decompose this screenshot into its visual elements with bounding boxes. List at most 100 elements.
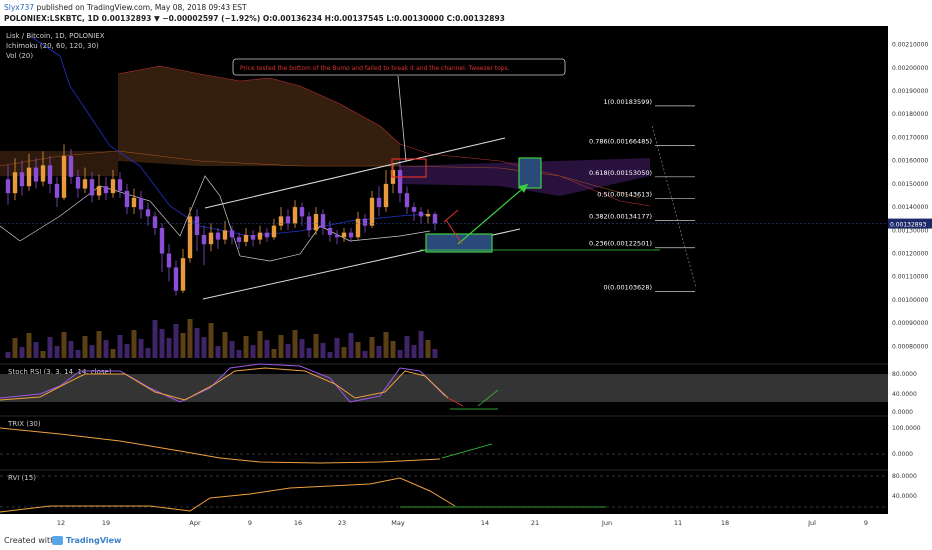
- price-tick-label: 0.00160000: [892, 158, 928, 165]
- candle-body: [110, 179, 116, 194]
- candle-body: [187, 216, 193, 259]
- volume-bar: [26, 333, 32, 358]
- volume-bar: [180, 333, 186, 358]
- tradingview-brand[interactable]: TradingView: [66, 536, 122, 545]
- drop-arrow-line: [445, 219, 463, 245]
- time-tick-label: 16: [294, 519, 302, 527]
- price-tick-label: 0.00080000: [892, 343, 928, 350]
- volume-bar: [369, 337, 375, 358]
- volume-bar: [418, 331, 424, 358]
- volume-bar: [159, 329, 165, 358]
- volume-bar: [306, 348, 312, 358]
- publish-line: Slyx737 published on TradingView.com, Ma…: [4, 3, 247, 12]
- created-with-label: Created with: [4, 536, 56, 545]
- target-zone-box: [518, 157, 542, 189]
- pane-tick-label: 80.0000: [892, 371, 917, 378]
- time-tick-label: Jul: [807, 519, 816, 527]
- volume-bar: [117, 335, 123, 358]
- rvi-line: [0, 477, 456, 513]
- candle-body: [215, 232, 221, 240]
- volume-bar: [285, 344, 291, 358]
- volume-bar: [166, 338, 172, 358]
- time-tick-label: 23: [338, 519, 346, 527]
- candle-body: [75, 176, 81, 189]
- candle-body: [250, 234, 256, 240]
- volume-bar: [397, 350, 403, 358]
- candle-body: [285, 216, 291, 224]
- volume-bars: [5, 319, 438, 358]
- price-tick-label: 0.00210000: [892, 42, 928, 49]
- cloud-upper-band: [118, 66, 400, 166]
- volume-bar: [68, 341, 74, 358]
- volume-bar: [145, 348, 151, 358]
- volume-bar: [222, 332, 228, 358]
- time-tick-label: 9: [864, 519, 868, 527]
- volume-bar: [362, 351, 368, 358]
- volume-bar: [152, 320, 158, 358]
- candle-body: [264, 232, 270, 238]
- candle-body: [173, 267, 179, 291]
- time-tick-label: 9: [248, 519, 252, 527]
- volume-bar: [425, 340, 431, 358]
- fib-level-label: 0.786(0.00166485): [589, 138, 652, 146]
- callout-pointer: [397, 75, 407, 162]
- price-tick-label: 0.00110000: [892, 274, 928, 281]
- candle-body: [222, 230, 228, 240]
- volume-bar: [194, 328, 200, 358]
- volume-bar: [201, 337, 207, 358]
- trix-up-arrow: [441, 443, 493, 459]
- legend-main: Lisk / Bitcoin, 1D, POLONIEX: [6, 32, 105, 40]
- footer: Created with TradingView: [0, 532, 932, 550]
- volume-bar: [33, 342, 39, 358]
- candle-body: [40, 165, 46, 182]
- candle-body: [117, 179, 123, 191]
- candle-body: [362, 218, 368, 226]
- volume-bar: [131, 330, 137, 358]
- volume-bar: [89, 345, 95, 358]
- volume-bar: [19, 347, 25, 358]
- price-tick-label: 0.00150000: [892, 181, 928, 188]
- time-tick-label: 19: [102, 519, 110, 527]
- candle-body: [236, 237, 242, 242]
- symbol-quote: POLONIEX:LSKBTC, 1D 0.00132893 ▼ −0.0000…: [4, 14, 505, 23]
- candle-body: [68, 156, 74, 177]
- candle-body: [33, 167, 39, 182]
- candle-body: [201, 234, 207, 245]
- price-tick-label: 0.00140000: [892, 204, 928, 211]
- candle-body: [341, 232, 347, 238]
- volume-bar: [12, 338, 18, 358]
- candle-body: [180, 258, 186, 291]
- volume-bar: [278, 335, 284, 358]
- time-tick-label: May: [391, 519, 405, 527]
- volume-bar: [404, 336, 410, 358]
- price-tick-label: 0.00120000: [892, 251, 928, 258]
- candle-body: [271, 225, 277, 238]
- fibonacci-retracement: 1(0.00183599) 0.786(0.00166485) 0.618(0.00…: [589, 98, 697, 292]
- volume-bar: [313, 334, 319, 358]
- candle-body: [103, 186, 109, 194]
- candle-body: [418, 211, 424, 217]
- volume-bar: [432, 349, 438, 358]
- stoch-d-line: [0, 367, 449, 401]
- candle-body: [397, 169, 403, 194]
- price-tick-label: 0.00200000: [892, 65, 928, 72]
- volume-bar: [82, 336, 88, 358]
- price-tick-label: 0.00180000: [892, 111, 928, 118]
- author-link[interactable]: Slyx737: [4, 3, 35, 12]
- candle-body: [12, 172, 18, 194]
- legend-ichimoku: Ichimoku (20, 60, 120, 30): [6, 42, 99, 50]
- chart-canvas[interactable]: Price tested the bottom of the Bumo and …: [0, 26, 932, 532]
- last-price-tag: [888, 218, 932, 229]
- channel-upper-line: [204, 137, 506, 209]
- time-axis-background: [0, 514, 888, 532]
- candle-body: [404, 193, 410, 208]
- volume-bar: [236, 350, 242, 358]
- volume-bar: [75, 350, 81, 358]
- volume-bar: [5, 352, 11, 358]
- candle-body: [355, 218, 361, 238]
- volume-bar: [103, 340, 109, 358]
- candle-body: [376, 197, 382, 208]
- candle-body: [19, 172, 25, 187]
- candle-body: [89, 179, 95, 196]
- kijun-line: [29, 35, 431, 237]
